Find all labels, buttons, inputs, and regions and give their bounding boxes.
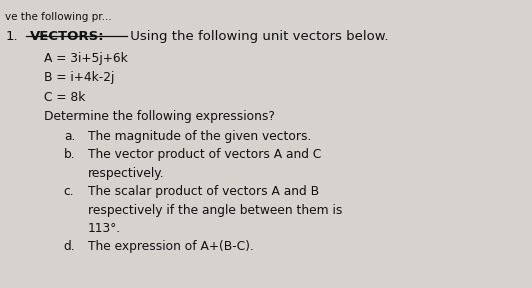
Text: B = i+4k-2j: B = i+4k-2j	[44, 71, 114, 84]
Text: The scalar product of vectors A and B: The scalar product of vectors A and B	[88, 185, 319, 198]
Text: ve the following pr...: ve the following pr...	[5, 12, 112, 22]
Text: Determine the following expressions?: Determine the following expressions?	[44, 110, 275, 123]
Text: 113°.: 113°.	[88, 222, 121, 235]
Text: 1.: 1.	[5, 30, 18, 43]
Text: Using the following unit vectors below.: Using the following unit vectors below.	[126, 30, 388, 43]
Text: respectively if the angle between them is: respectively if the angle between them i…	[88, 204, 342, 217]
Text: VECTORS:: VECTORS:	[30, 30, 104, 43]
Text: The vector product of vectors A and C: The vector product of vectors A and C	[88, 148, 321, 161]
Text: d.: d.	[64, 240, 76, 253]
Text: The magnitude of the given vectors.: The magnitude of the given vectors.	[88, 130, 311, 143]
Text: respectively.: respectively.	[88, 167, 164, 180]
Text: a.: a.	[64, 130, 75, 143]
Text: The expression of A+(B-C).: The expression of A+(B-C).	[88, 240, 254, 253]
Text: A = 3i+5j+6k: A = 3i+5j+6k	[44, 52, 127, 65]
Text: C = 8k: C = 8k	[44, 91, 85, 104]
Text: b.: b.	[64, 148, 76, 161]
Text: c.: c.	[64, 185, 74, 198]
